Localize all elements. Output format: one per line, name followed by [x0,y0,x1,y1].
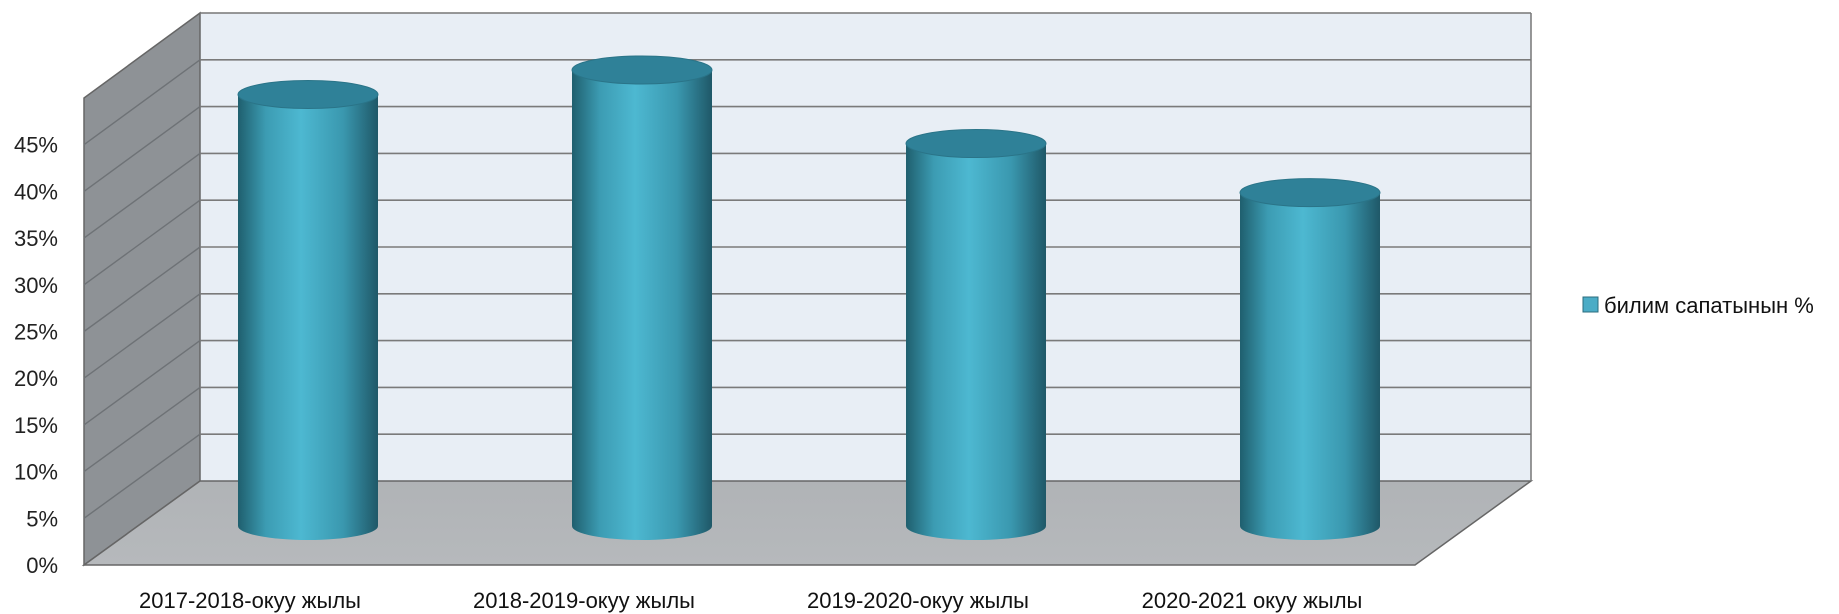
y-tick-label: 20% [14,366,58,391]
x-category-label: 2018-2019-окуу жылы [473,588,695,613]
gridline-side [83,152,201,239]
bar-top [1239,178,1381,208]
gridline-side [83,386,201,473]
x-axis-category-labels: 2017-2018-окуу жылы 2018-2019-окуу жылы 20… [139,588,1362,613]
y-tick-label: 10% [14,460,58,485]
x-category-label: 2019-2020-окуу жылы [807,588,1029,613]
gridline-side [83,433,201,519]
bar-body [572,70,712,540]
y-tick-label: 0% [26,553,58,578]
bar [237,80,379,541]
bar-body [238,94,378,541]
gridline-side [83,340,201,426]
gridline-side [83,293,201,379]
gridline-side [83,246,201,333]
bar [905,129,1047,540]
gridline-side [83,199,201,286]
gridline-side [83,106,201,192]
bar [1239,178,1381,541]
legend-swatch [1582,296,1599,313]
gridline-side [83,59,201,146]
bar-body [906,143,1046,540]
bar-top [237,80,379,110]
y-axis-tick-labels: 0% 5% 10% 15% 20% 25% 30% 35% 40% 45% [14,133,58,578]
y-tick-label: 15% [14,413,58,438]
y-tick-label: 40% [14,179,58,204]
bar-top [571,55,713,85]
legend-label: билим сапатынын % [1604,293,1814,318]
x-category-label: 2017-2018-окуу жылы [139,588,361,613]
bar-top [905,129,1047,159]
legend: билим сапатынын % [1582,293,1814,318]
y-tick-label: 35% [14,226,58,251]
bars [237,55,1381,541]
y-tick-label: 30% [14,273,58,298]
y-tick-label: 45% [14,133,58,158]
bar-body [1240,192,1380,541]
y-tick-label: 25% [14,320,58,345]
bar [571,55,713,540]
y-tick-label: 5% [26,506,58,531]
x-category-label: 2020-2021 окуу жылы [1142,588,1363,613]
